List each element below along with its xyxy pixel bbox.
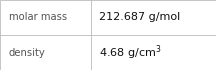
Text: 212.687 g/mol: 212.687 g/mol [99,13,181,22]
Text: 4.68 g/cm$^3$: 4.68 g/cm$^3$ [99,43,162,62]
Text: density: density [9,48,45,57]
Text: molar mass: molar mass [9,13,67,22]
